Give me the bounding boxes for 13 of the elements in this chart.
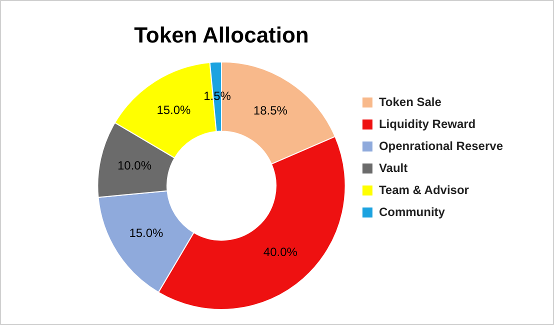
legend-label: Vault xyxy=(378,160,408,175)
chart-title: Token Allocation xyxy=(134,22,309,48)
legend-label: Team & Advisor xyxy=(378,182,470,197)
legend-label: Liquidity Reward xyxy=(378,116,476,131)
data-label: 10.0% xyxy=(117,158,152,173)
data-label: 15.0% xyxy=(129,226,164,240)
data-label: 1.5% xyxy=(204,88,232,103)
data-label: 40.0% xyxy=(263,244,298,259)
legend-label: Community xyxy=(378,204,446,219)
legend-label: Token Sale xyxy=(378,94,442,109)
data-label: 15.0% xyxy=(156,102,192,117)
data-label: 18.5% xyxy=(253,104,288,118)
legend-label: Openrational Reserve xyxy=(378,138,504,153)
